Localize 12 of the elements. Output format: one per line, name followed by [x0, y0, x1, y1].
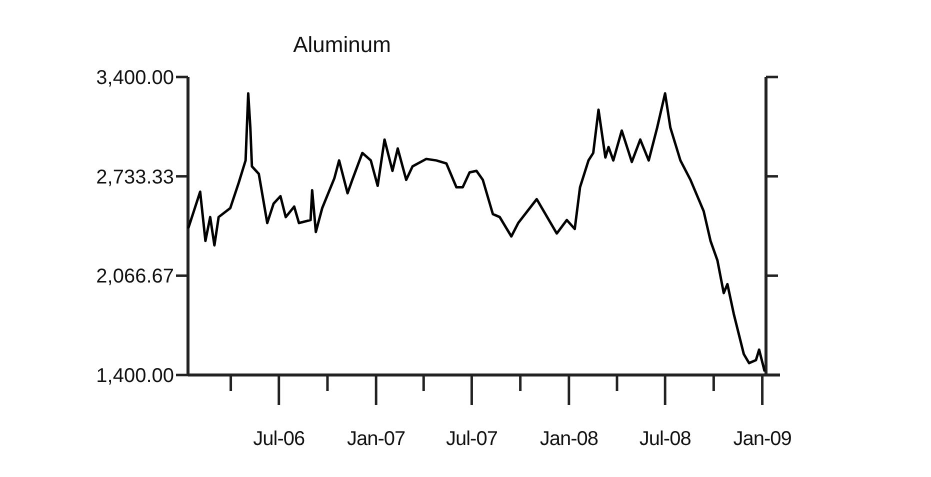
y-tick-label: 2,733.33	[96, 166, 174, 188]
chart-title: Aluminum	[293, 32, 391, 57]
x-tick-label: Jan-07	[347, 428, 406, 450]
x-tick-label: Jul-06	[253, 428, 305, 450]
line-series	[187, 92, 766, 372]
x-tick-label: Jan-08	[540, 428, 598, 450]
x-tick-label: Jul-07	[446, 428, 498, 450]
y-tick-label: 3,400.00	[96, 67, 174, 89]
x-tick-label: Jan-09	[733, 428, 792, 450]
x-tick-label: Jul-08	[639, 428, 692, 450]
y-tick-label: 2,066.67	[96, 266, 174, 288]
y-tick-label: 1,400.00	[96, 365, 174, 387]
